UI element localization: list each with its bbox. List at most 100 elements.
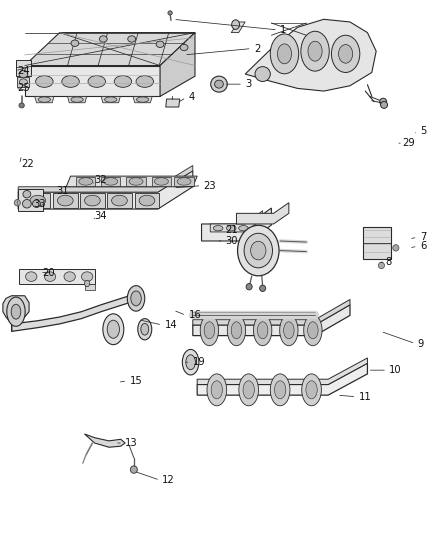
Ellipse shape bbox=[200, 315, 219, 346]
Ellipse shape bbox=[277, 44, 292, 64]
Polygon shape bbox=[85, 284, 95, 290]
Polygon shape bbox=[160, 33, 195, 96]
Polygon shape bbox=[18, 189, 43, 211]
Ellipse shape bbox=[308, 41, 322, 61]
Ellipse shape bbox=[168, 11, 172, 15]
Ellipse shape bbox=[114, 76, 132, 87]
Ellipse shape bbox=[141, 324, 149, 335]
Polygon shape bbox=[210, 211, 263, 232]
Polygon shape bbox=[133, 96, 152, 103]
Text: 31: 31 bbox=[57, 186, 69, 196]
Polygon shape bbox=[12, 294, 137, 332]
Ellipse shape bbox=[139, 195, 155, 206]
Ellipse shape bbox=[204, 322, 215, 339]
Ellipse shape bbox=[99, 36, 107, 42]
Text: 23: 23 bbox=[204, 181, 216, 191]
Ellipse shape bbox=[339, 45, 353, 63]
Ellipse shape bbox=[138, 319, 152, 340]
Text: 12: 12 bbox=[162, 475, 175, 485]
Text: 11: 11 bbox=[359, 392, 371, 402]
Text: 10: 10 bbox=[389, 365, 402, 375]
Ellipse shape bbox=[64, 272, 75, 281]
Ellipse shape bbox=[284, 322, 294, 339]
Ellipse shape bbox=[182, 350, 199, 375]
Polygon shape bbox=[107, 193, 132, 208]
Polygon shape bbox=[85, 434, 125, 447]
Ellipse shape bbox=[107, 320, 120, 338]
Ellipse shape bbox=[275, 381, 286, 399]
Polygon shape bbox=[35, 96, 54, 103]
Ellipse shape bbox=[270, 34, 299, 74]
Text: 29: 29 bbox=[403, 138, 415, 148]
Text: 3: 3 bbox=[245, 79, 251, 89]
Text: 19: 19 bbox=[193, 357, 205, 367]
Ellipse shape bbox=[85, 195, 100, 206]
Ellipse shape bbox=[301, 31, 329, 71]
Ellipse shape bbox=[88, 76, 106, 87]
Ellipse shape bbox=[19, 79, 27, 85]
Ellipse shape bbox=[38, 97, 50, 102]
Ellipse shape bbox=[131, 466, 138, 473]
Ellipse shape bbox=[105, 97, 117, 102]
Ellipse shape bbox=[180, 44, 188, 51]
Polygon shape bbox=[3, 296, 29, 332]
Polygon shape bbox=[101, 96, 120, 103]
Ellipse shape bbox=[19, 103, 24, 108]
Text: 20: 20 bbox=[42, 268, 55, 278]
Text: 24: 24 bbox=[17, 66, 30, 76]
Ellipse shape bbox=[239, 225, 248, 231]
Ellipse shape bbox=[131, 291, 141, 306]
Ellipse shape bbox=[251, 241, 266, 260]
Ellipse shape bbox=[306, 381, 317, 399]
Text: 7: 7 bbox=[420, 232, 426, 243]
Polygon shape bbox=[67, 96, 87, 103]
Polygon shape bbox=[231, 22, 245, 33]
Ellipse shape bbox=[71, 97, 83, 102]
Polygon shape bbox=[53, 193, 78, 208]
Polygon shape bbox=[201, 208, 272, 241]
Ellipse shape bbox=[22, 199, 31, 208]
Polygon shape bbox=[152, 177, 171, 185]
Ellipse shape bbox=[85, 280, 90, 287]
Text: 34: 34 bbox=[95, 211, 107, 221]
Ellipse shape bbox=[270, 374, 290, 406]
Ellipse shape bbox=[258, 322, 268, 339]
Polygon shape bbox=[197, 364, 367, 395]
Text: 13: 13 bbox=[125, 438, 138, 448]
Ellipse shape bbox=[14, 199, 20, 206]
Text: 4: 4 bbox=[188, 92, 194, 102]
Ellipse shape bbox=[81, 272, 93, 281]
Text: 14: 14 bbox=[164, 320, 177, 330]
Ellipse shape bbox=[186, 355, 195, 369]
Ellipse shape bbox=[246, 284, 252, 290]
Ellipse shape bbox=[378, 262, 385, 269]
Text: 8: 8 bbox=[385, 257, 391, 267]
Ellipse shape bbox=[260, 285, 266, 292]
Text: 22: 22 bbox=[21, 159, 35, 169]
Ellipse shape bbox=[332, 35, 360, 72]
Ellipse shape bbox=[231, 322, 242, 339]
Text: 32: 32 bbox=[95, 175, 107, 185]
Ellipse shape bbox=[280, 315, 298, 346]
Polygon shape bbox=[193, 300, 350, 325]
Polygon shape bbox=[135, 193, 159, 208]
Polygon shape bbox=[16, 60, 31, 76]
Ellipse shape bbox=[307, 322, 318, 339]
Text: 21: 21 bbox=[226, 225, 238, 236]
Text: 30: 30 bbox=[226, 236, 238, 246]
Text: 9: 9 bbox=[418, 338, 424, 349]
Ellipse shape bbox=[244, 233, 272, 268]
Ellipse shape bbox=[35, 76, 53, 87]
Polygon shape bbox=[197, 358, 367, 384]
Text: 33: 33 bbox=[33, 199, 46, 209]
Polygon shape bbox=[193, 305, 350, 336]
Ellipse shape bbox=[255, 67, 270, 82]
Polygon shape bbox=[174, 177, 194, 185]
Ellipse shape bbox=[112, 195, 127, 206]
Ellipse shape bbox=[302, 374, 321, 406]
Ellipse shape bbox=[23, 190, 31, 198]
Polygon shape bbox=[66, 176, 197, 187]
Ellipse shape bbox=[71, 40, 79, 46]
Text: 5: 5 bbox=[420, 126, 426, 136]
Ellipse shape bbox=[211, 381, 223, 399]
